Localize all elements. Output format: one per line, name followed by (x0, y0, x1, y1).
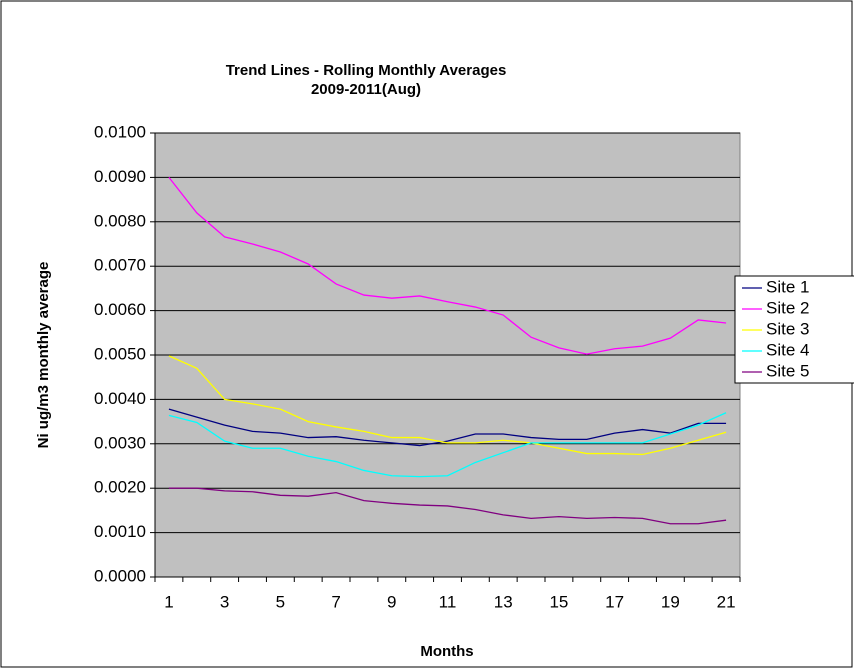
legend-label: Site 4 (766, 340, 809, 359)
chart-title: Trend Lines - Rolling Monthly Averages (226, 62, 507, 79)
y-tick-label: 0.0100 (94, 122, 146, 141)
y-axis-label: Ni ug/m3 monthly average (35, 262, 52, 449)
y-tick-label: 0.0010 (94, 522, 146, 541)
x-tick-label: 13 (494, 592, 513, 611)
series-line (168, 487, 727, 525)
y-tick-label: 0.0070 (94, 256, 146, 275)
y-tick-label: 0.0030 (94, 433, 146, 452)
x-axis-label: Months (420, 643, 473, 660)
x-tick-label: 3 (220, 592, 229, 611)
x-tick-label: 7 (331, 592, 340, 611)
y-tick-label: 0.0020 (94, 478, 146, 497)
legend-label: Site 1 (766, 277, 809, 296)
legend-label: Site 3 (766, 319, 809, 338)
series-line (168, 355, 727, 456)
series-line (168, 412, 727, 478)
x-tick-label: 19 (661, 592, 680, 611)
series-line (168, 176, 727, 355)
x-tick-label: 1 (164, 592, 173, 611)
x-tick-label: 17 (605, 592, 624, 611)
y-tick-label: 0.0040 (94, 389, 146, 408)
y-tick-label: 0.0090 (94, 167, 146, 186)
series-line (168, 408, 727, 447)
x-tick-label: 5 (276, 592, 285, 611)
y-tick-label: 0.0080 (94, 211, 146, 230)
y-tick-label: 0.0060 (94, 300, 146, 319)
y-tick-label: 0.0000 (94, 566, 146, 585)
legend-label: Site 5 (766, 361, 809, 380)
chart-subtitle: 2009-2011(Aug) (311, 81, 421, 98)
x-tick-label: 21 (717, 592, 736, 611)
x-tick-label: 9 (387, 592, 396, 611)
x-tick-label: 11 (439, 592, 457, 611)
legend-label: Site 2 (766, 298, 809, 317)
y-tick-label: 0.0050 (94, 344, 146, 363)
x-tick-label: 15 (549, 592, 568, 611)
